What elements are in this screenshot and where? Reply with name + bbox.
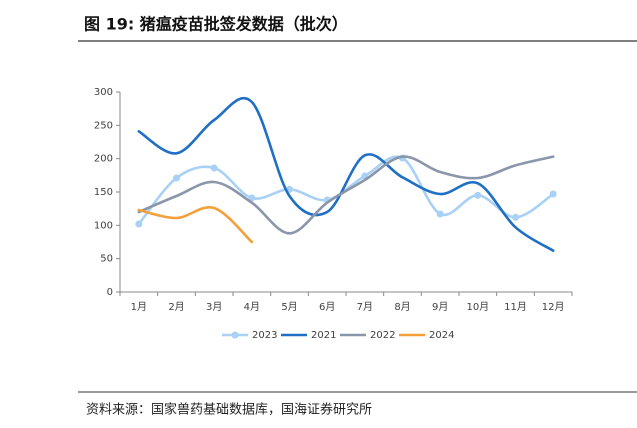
legend-label: 2023 <box>252 330 277 341</box>
series-marker <box>135 220 143 228</box>
y-tick-label: 50 <box>100 254 113 265</box>
series-marker <box>512 213 519 221</box>
figure-title: 图 19: 猪瘟疫苗批签发数据（批次） <box>84 15 348 34</box>
x-tick-label: 2月 <box>168 301 184 313</box>
x-tick-label: 1月 <box>131 301 147 313</box>
source-note: 资料来源：国家兽药基础数据库，国海证券研究所 <box>86 402 372 418</box>
x-tick-label: 7月 <box>357 301 373 313</box>
series-marker <box>210 164 218 172</box>
series-line <box>137 155 555 235</box>
y-tick-label: 0 <box>107 287 113 298</box>
x-tick-label: 10月 <box>466 301 489 313</box>
legend-label: 2024 <box>429 330 454 341</box>
x-tick-label: 5月 <box>281 301 297 313</box>
legend-label: 2022 <box>370 330 395 341</box>
series-line <box>137 205 254 244</box>
legend-label: 2021 <box>311 330 336 341</box>
series-marker <box>474 191 482 199</box>
y-tick-label: 300 <box>94 87 113 98</box>
y-tick-label: 250 <box>94 120 113 131</box>
legend-marker <box>231 331 239 339</box>
y-tick-label: 150 <box>94 187 113 198</box>
x-tick-label: 3月 <box>206 301 222 313</box>
series-marker <box>436 210 444 218</box>
x-tick-label: 4月 <box>244 301 260 313</box>
series-marker <box>248 194 256 202</box>
series-marker <box>549 190 557 198</box>
x-tick-label: 6月 <box>319 301 335 313</box>
y-tick-label: 100 <box>94 220 113 231</box>
x-tick-label: 12月 <box>542 301 565 313</box>
x-tick-label: 8月 <box>394 301 410 313</box>
x-tick-label: 9月 <box>432 301 448 313</box>
y-tick-label: 200 <box>94 154 113 165</box>
series-marker <box>173 174 180 182</box>
x-tick-label: 11月 <box>504 301 527 313</box>
